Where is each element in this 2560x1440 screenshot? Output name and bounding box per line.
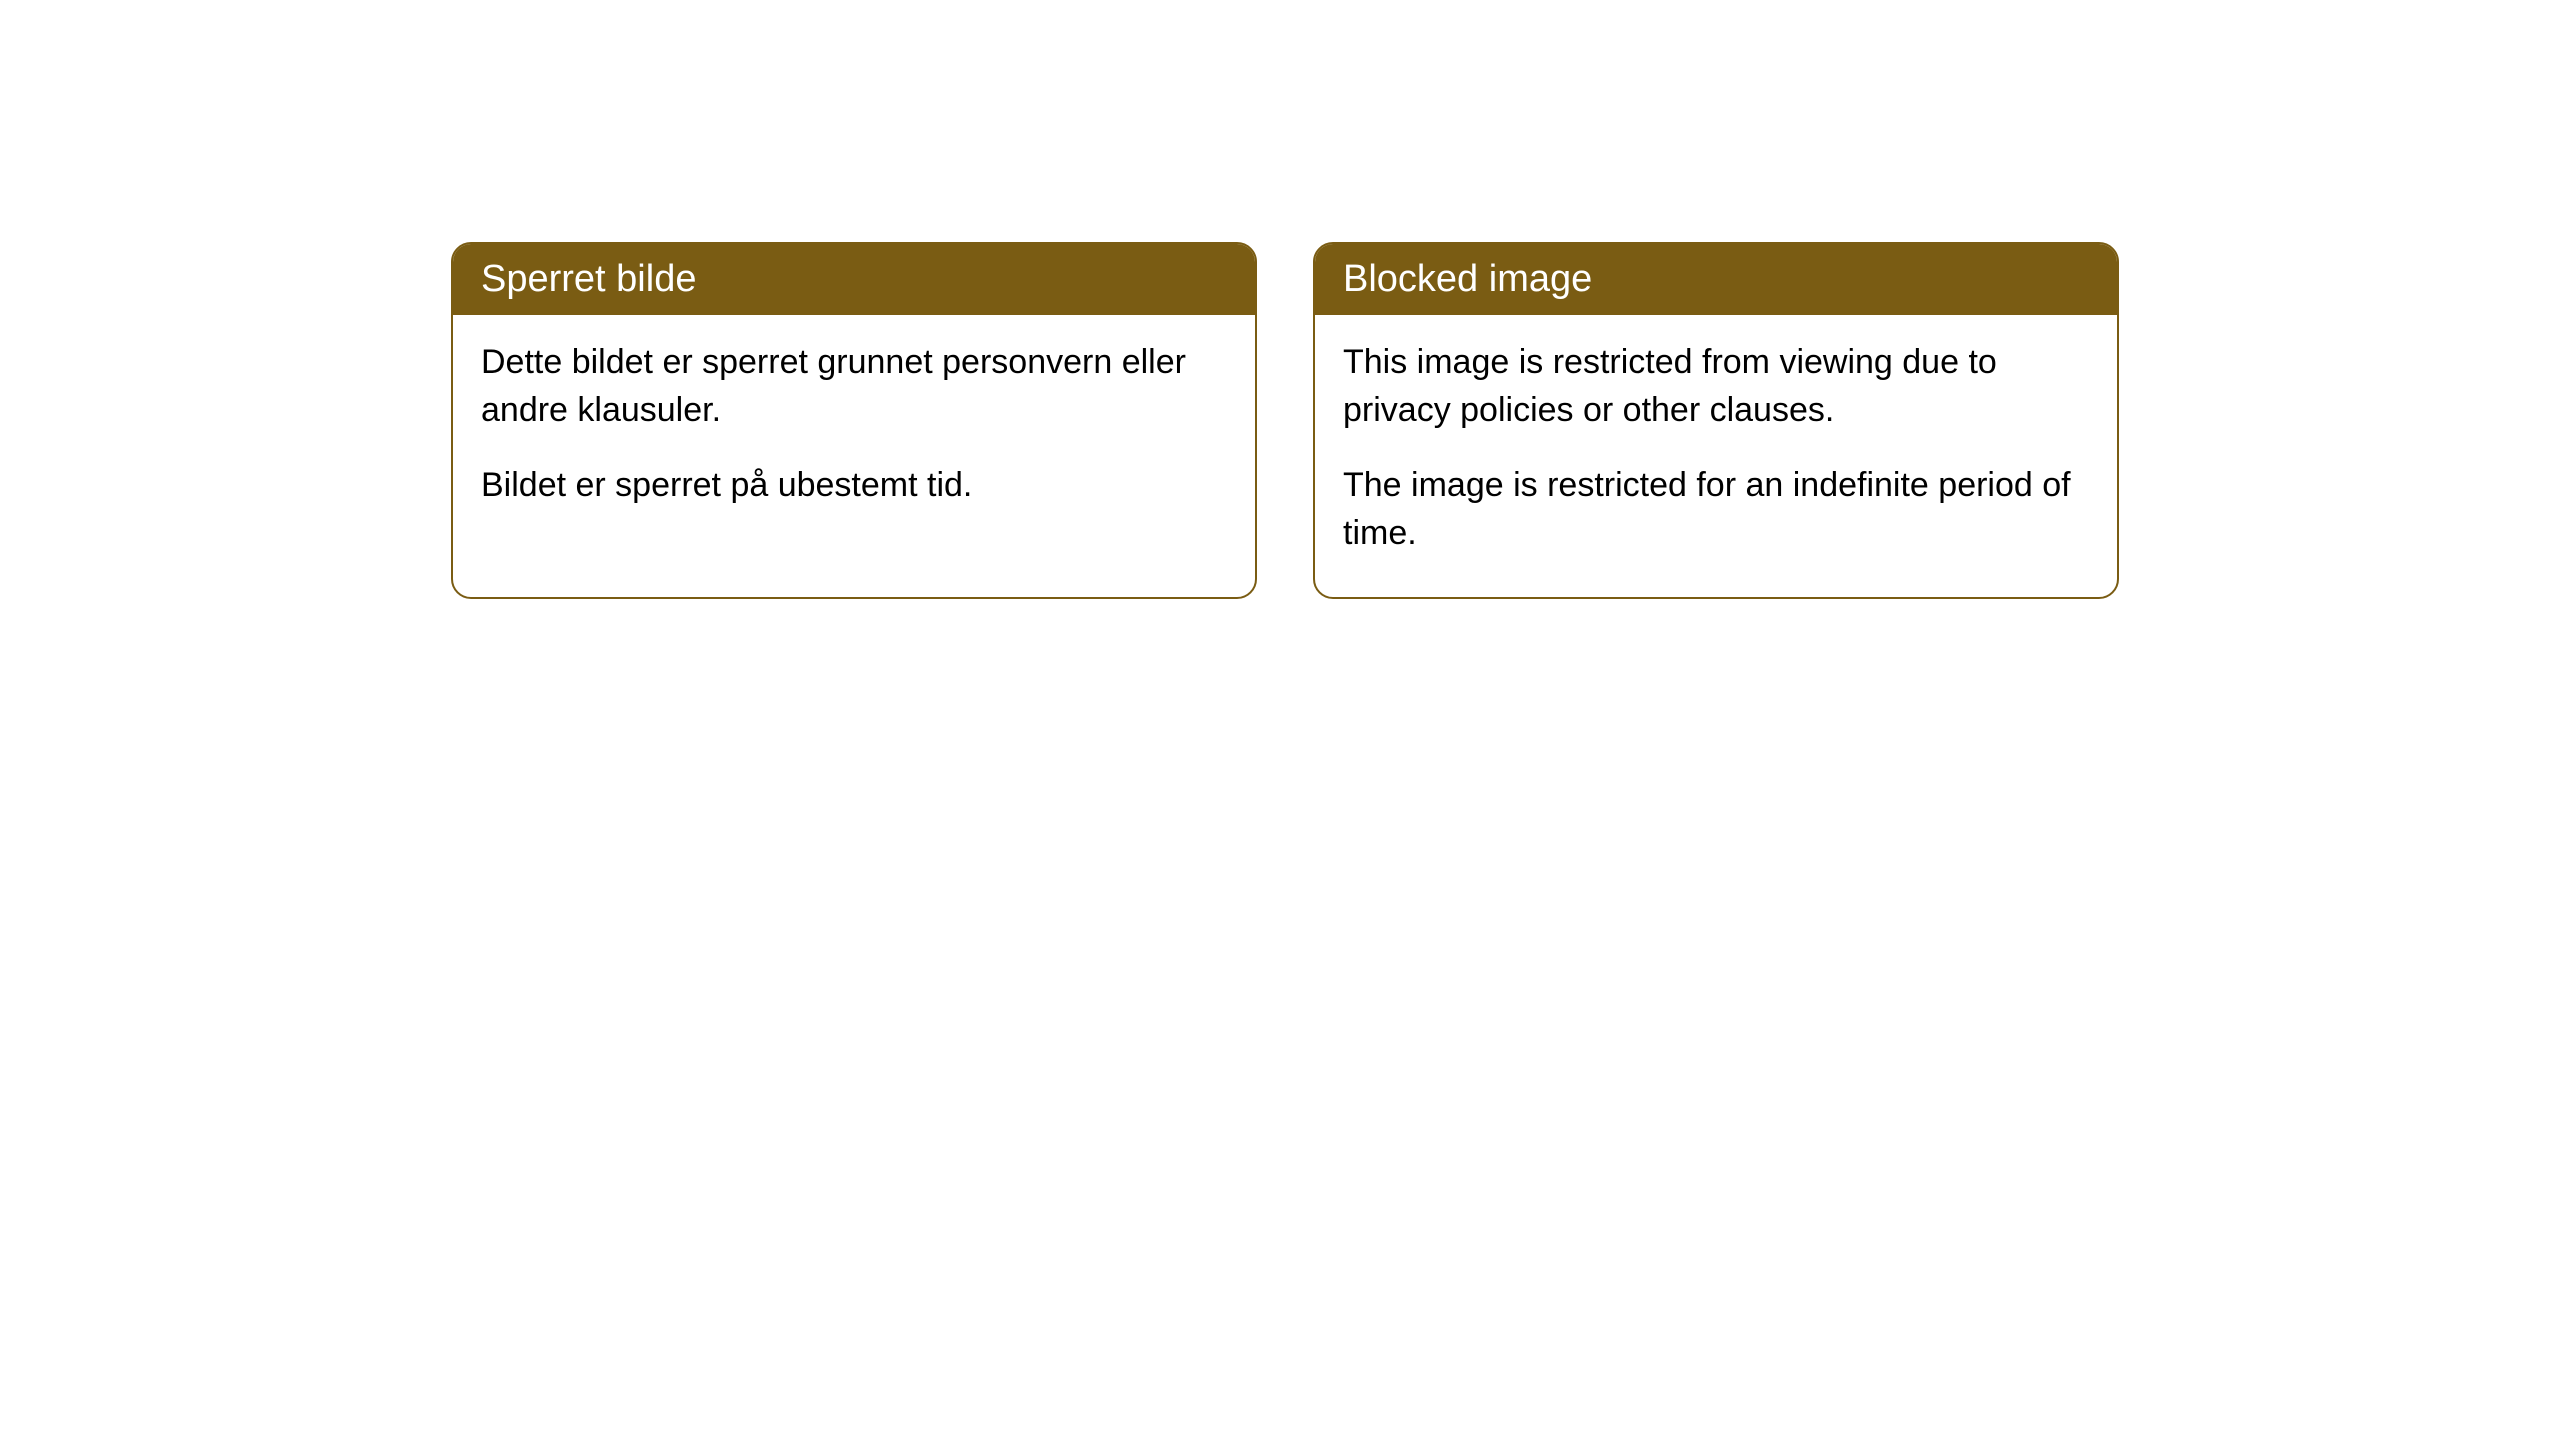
card-paragraph-1-en: This image is restricted from viewing du… [1343, 339, 2089, 434]
blocked-image-card-en: Blocked image This image is restricted f… [1313, 242, 2119, 599]
card-header-en: Blocked image [1315, 244, 2117, 315]
card-body-en: This image is restricted from viewing du… [1315, 315, 2117, 597]
card-header-no: Sperret bilde [453, 244, 1255, 315]
card-body-no: Dette bildet er sperret grunnet personve… [453, 315, 1255, 550]
card-paragraph-1-no: Dette bildet er sperret grunnet personve… [481, 339, 1227, 434]
blocked-image-card-no: Sperret bilde Dette bildet er sperret gr… [451, 242, 1257, 599]
cards-container: Sperret bilde Dette bildet er sperret gr… [451, 242, 2119, 599]
card-paragraph-2-en: The image is restricted for an indefinit… [1343, 462, 2089, 557]
card-paragraph-2-no: Bildet er sperret på ubestemt tid. [481, 462, 1227, 510]
